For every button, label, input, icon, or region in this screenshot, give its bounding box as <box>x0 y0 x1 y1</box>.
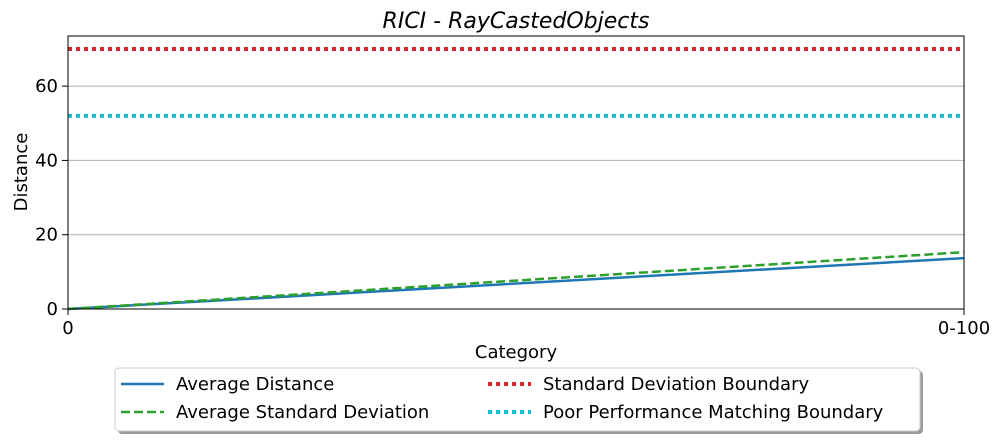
legend-label-0: Average Distance <box>176 374 334 395</box>
y-tick-label: 0 <box>47 299 58 320</box>
chart-title: RICI - RayCastedObjects <box>383 9 650 34</box>
y-axis-ticks: 0 20 40 60 <box>35 76 68 320</box>
series-line-1 <box>67 250 965 311</box>
plot-frame <box>67 35 965 310</box>
legend-box <box>114 367 921 432</box>
legend-label-1: Average Standard Deviation <box>176 402 429 423</box>
x-tick-label: 0-100 <box>938 318 990 339</box>
y-tick-label: 40 <box>35 150 58 171</box>
y-axis-label: Distance <box>11 133 32 212</box>
plot-series <box>67 47 965 311</box>
x-tick-label: 0 <box>62 318 73 339</box>
y-tick-label: 20 <box>35 225 58 246</box>
grid-lines <box>68 85 964 236</box>
x-axis-ticks: 0 0-100 <box>62 309 990 339</box>
y-tick-label: 60 <box>35 76 58 97</box>
legend-label-2: Standard Deviation Boundary <box>543 374 809 395</box>
x-axis-label: Category <box>475 342 558 363</box>
legend-label-3: Poor Performance Matching Boundary <box>543 402 884 423</box>
legend: Average Distance Average Standard Deviati… <box>114 367 923 434</box>
